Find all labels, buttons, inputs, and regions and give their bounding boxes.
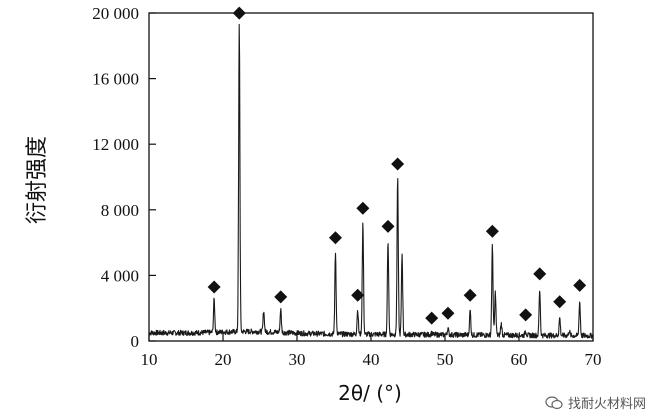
x-tick-label: 10 <box>141 350 158 369</box>
peak-marker-diamond <box>232 6 246 20</box>
peak-marker-diamond <box>533 267 547 281</box>
peak-marker-diamond <box>356 201 370 215</box>
y-tick-label: 16 000 <box>92 70 139 89</box>
peak-marker-diamond <box>553 295 567 309</box>
x-tick-label: 70 <box>585 350 602 369</box>
y-tick-label: 12 000 <box>92 135 139 154</box>
x-axis-label: 2θ/ (°) <box>338 381 402 405</box>
watermark: 找耐火材料网 <box>545 393 646 412</box>
wechat-icon <box>545 395 563 409</box>
y-axis-ticks: 0 4 000 8 000 12 000 16 000 20 000 <box>92 4 156 351</box>
x-tick-label: 30 <box>289 350 306 369</box>
peak-marker-diamond <box>573 278 587 292</box>
peak-marker-diamond <box>328 231 342 245</box>
peak-marker-diamond <box>463 288 477 302</box>
y-tick-label: 20 000 <box>92 4 139 23</box>
x-tick-label: 60 <box>511 350 528 369</box>
peak-marker-diamond <box>274 290 288 304</box>
peak-markers <box>207 6 587 325</box>
peak-marker-diamond <box>391 157 405 171</box>
peak-marker-diamond <box>519 308 533 322</box>
peak-marker-diamond <box>441 306 455 320</box>
peak-marker-diamond <box>351 288 365 302</box>
peak-marker-diamond <box>207 280 221 294</box>
x-axis-ticks: 10 20 30 40 50 60 70 <box>141 334 602 369</box>
y-tick-label: 8 000 <box>101 201 139 220</box>
y-tick-label: 4 000 <box>101 266 139 285</box>
y-axis-label: 衍射强度 <box>25 136 50 224</box>
peak-marker-diamond <box>485 224 499 238</box>
diffraction-pattern-line <box>148 23 594 339</box>
peak-marker-diamond <box>381 219 395 233</box>
x-tick-label: 50 <box>437 350 454 369</box>
watermark-text: 找耐火材料网 <box>567 397 646 412</box>
x-tick-label: 20 <box>215 350 232 369</box>
peak-marker-diamond <box>425 311 439 325</box>
y-tick-label: 0 <box>131 332 140 351</box>
x-tick-label: 40 <box>363 350 380 369</box>
